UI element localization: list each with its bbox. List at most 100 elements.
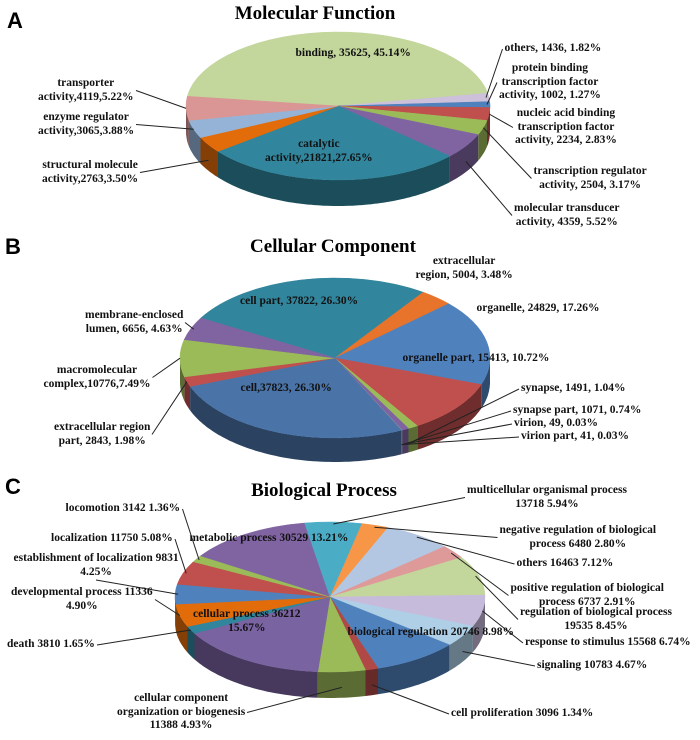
panel-c-letter: C xyxy=(5,474,21,499)
pie-c-leader-lines xyxy=(95,497,536,715)
pie-b-label-macromolecular-complex: macromolecular complex,10776,7.49% xyxy=(43,364,151,390)
pie-c-label-biological-regulation: biological regulation 20746 8.98% xyxy=(347,626,515,638)
panel-a-letter: A xyxy=(7,8,23,33)
pie-c-leader-locomotion xyxy=(182,508,200,561)
pie-b-slice-cell-part xyxy=(200,277,424,359)
pie-c-side-cellular-process xyxy=(194,633,318,698)
pie-c-label-signaling: signaling 10783 4.67% xyxy=(537,659,648,671)
panel-c-title: Biological Process xyxy=(251,480,397,501)
pie-a-leader-enzyme-regulator-activity xyxy=(135,124,194,130)
pie-c-label-cellular-process: cellular process 36212 15.67% xyxy=(193,608,301,634)
pie-a-label-binding: binding, 35625, 45.14% xyxy=(295,47,411,59)
pie-b-leader-macromolecular-complex xyxy=(152,357,181,378)
pie-c-side-developmental-process xyxy=(175,604,188,653)
pie-b-slice-membrane-enclosed-lumen xyxy=(183,317,336,359)
pie-c-leader-localization xyxy=(174,538,187,574)
pie-c-label-establishment-of-localization: establishment of localization 9831 4.25% xyxy=(13,552,179,578)
pie-b-label-membrane-enclosed-lumen: membrane-enclosed lumen, 6656, 4.63% xyxy=(85,309,184,335)
pie-c-label-localization: localization 11750 5.08% xyxy=(51,532,173,544)
pie-c-label-negative-regulation-of-biological-process: negative regulation of biological process… xyxy=(499,524,657,550)
pie-a-leader-protein-binding-transcription-factor-activity xyxy=(486,82,498,105)
pie-b-label-extracellular-region-part: extracellular region part, 2843, 1.98% xyxy=(54,421,151,447)
pie-a-leader-transcription-regulator-activity xyxy=(482,127,532,179)
pie-c xyxy=(174,521,486,698)
pie-a-leader-transporter-activity xyxy=(135,90,187,109)
pie-c-label-cell-proliferation: cell proliferation 3096 1.34% xyxy=(451,707,594,719)
panel-b-title: Cellular Component xyxy=(250,236,416,257)
pie-c-label-metabolic-process: metabolic process 30529 13.21% xyxy=(189,532,349,544)
pie-a-label-protein-binding-transcription-factor-activity: protein binding transcription factor activ… xyxy=(499,62,601,101)
pie-b-leader-lines xyxy=(151,322,520,446)
pie-a-side-transporter-activity xyxy=(186,107,189,147)
pie-b-leader-synapse-part xyxy=(405,410,512,445)
pie-b-side-synapse-part xyxy=(402,428,409,455)
pie-b-leader-synapse xyxy=(412,388,520,442)
pie-c-leader-multicellular-organismal-process xyxy=(333,497,466,525)
pie-a-side-structural-molecule-activity xyxy=(200,137,218,178)
pie-b xyxy=(179,277,491,462)
pie-b-side-synapse xyxy=(408,425,418,453)
pie-a-side-enzyme-regulator-activity xyxy=(188,120,201,164)
pie-c-leader-developmental-process xyxy=(154,599,181,616)
pie-c-side-cell-proliferation xyxy=(365,668,378,696)
pie-c-leader-regulation-of-biological-process xyxy=(475,575,519,620)
pie-a-label-transporter-activity: transporter activity,4119,5.22% xyxy=(38,77,134,103)
pie-a-slice-transporter-activity xyxy=(185,96,339,121)
pie-a-side-nucleic-acid-binding-transcription-factor-activity xyxy=(487,107,490,147)
pie-c-label-regulation-of-biological-process: regulation of biological process 19535 8.… xyxy=(520,606,672,632)
pie-a-leader-others xyxy=(485,48,503,98)
pie-b-side-organelle xyxy=(481,358,490,409)
pie-c-label-others: others 16463 7.12% xyxy=(516,557,614,569)
pie-c-leader-response-to-stimulus xyxy=(481,610,524,644)
pie-a-leader-molecular-transducer-activity xyxy=(465,161,513,216)
pie-b-label-synapse: synapse, 1491, 1.04% xyxy=(521,382,626,394)
pie-a-label-enzyme-regulator-activity: enzyme regulator activity,3065,3.88% xyxy=(38,111,135,137)
pie-c-leader-cellular-component-organization-or-biogenesis xyxy=(246,686,342,713)
pie-b-label-cell: cell,37823, 26.30% xyxy=(240,382,332,394)
panel-a-title: Molecular Function xyxy=(234,3,396,24)
pie-b-leader-virion-part xyxy=(401,436,520,446)
pie-b-label-synapse-part: synapse part, 1071, 0.74% xyxy=(513,404,642,416)
pie-a-label-structural-molecule-activity: structural molecule activity,2763,3.50% xyxy=(42,159,139,185)
pie-b-leader-membrane-enclosed-lumen xyxy=(184,322,195,330)
pie-b-label-cell-part: cell part, 37822, 26.30% xyxy=(240,295,359,307)
pie-a-side-catalytic-activity xyxy=(218,151,450,206)
pie-a-label-molecular-transducer-activity: molecular transducer activity, 4359, 5.52… xyxy=(514,202,620,228)
pie-b-side-cell xyxy=(190,386,402,462)
pie-c-slice-cellular-process xyxy=(193,596,331,673)
pie-c-label-locomotion: locomotion 3142 1.36% xyxy=(65,502,181,514)
pie-a-label-transcription-regulator-activity: transcription regulator activity, 2504, 3… xyxy=(533,165,647,191)
pie-b-label-organelle-part: organelle part, 15413, 10.72% xyxy=(402,352,550,364)
pie-a-leader-lines xyxy=(135,48,532,216)
pie-a xyxy=(185,31,491,206)
pie-a-side-molecular-transducer-activity xyxy=(449,134,479,183)
panel-b-letter: B xyxy=(5,234,21,259)
pie-a-leader-nucleic-acid-binding-transcription-factor-activity xyxy=(488,113,514,128)
pie-c-slice-biological-regulation xyxy=(329,596,450,669)
pie-a-side-transcription-regulator-activity xyxy=(478,120,487,161)
pie-c-side-death xyxy=(187,626,195,660)
pie-c-leader-cell-proliferation xyxy=(371,684,450,715)
pie-b-slice-organelle xyxy=(334,303,491,385)
pie-c-label-death: death 3810 1.65% xyxy=(7,638,95,650)
pie-b-slice-cell xyxy=(189,357,403,439)
pie-b-label-virion: virion, 49, 0.03% xyxy=(514,417,599,429)
pie-b-side-extracellular-region-part xyxy=(184,376,191,411)
pie-c-side-cellular-component-organization-or-biogenesis xyxy=(317,670,366,698)
pie-c-leader-negative-regulation-of-biological-process xyxy=(374,526,498,538)
pie-c-side-biological-regulation xyxy=(378,644,450,695)
pie-c-leader-death xyxy=(96,629,191,646)
pie-c-label-multicellular-organismal-process: multicellular organismal process 13718 5.… xyxy=(467,484,627,510)
pie-b-leader-extracellular-region-part xyxy=(151,381,188,435)
pie-a-leader-structural-molecule-activity xyxy=(139,159,209,173)
pie-b-label-extracellular-region: extracellular region, 5004, 3.48% xyxy=(415,255,513,281)
pie-c-label-developmental-process: developmental process 11336 4.90% xyxy=(11,586,153,612)
pie-a-slice-binding xyxy=(186,31,489,107)
pie-b-label-organelle: organelle, 24829, 17.26% xyxy=(476,302,600,314)
pie-b-slice-organelle-part xyxy=(334,357,482,427)
pie-a-label-catalytic-activity: catalytic activity,21821,27.65% xyxy=(265,138,373,164)
pie-a-label-others: others, 1436, 1.82% xyxy=(504,42,602,54)
pie-b-label-virion-part: virion part, 41, 0.03% xyxy=(521,430,629,442)
